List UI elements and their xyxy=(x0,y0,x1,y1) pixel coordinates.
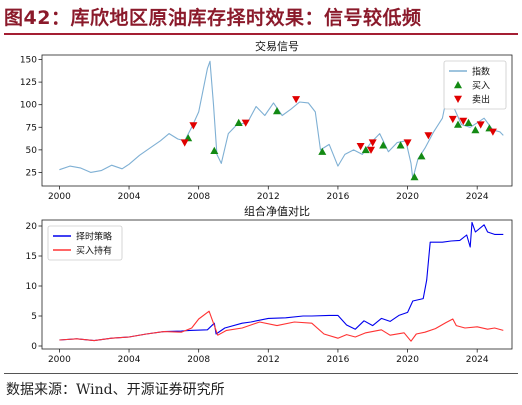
buy-signal-marker xyxy=(361,145,370,154)
nav-x-tick-2020: 2020 xyxy=(396,355,419,365)
sell-signal-marker xyxy=(180,139,189,147)
signal-y-tick-100: 100 xyxy=(20,101,37,111)
signal-x-tick-2008: 2008 xyxy=(187,192,210,202)
sell-signal-marker xyxy=(488,128,497,136)
signal-panel: 交易信号 2000 2004 2008 2012 2016 2020 2024 25 50 75 10… xyxy=(20,39,513,202)
signal-chart-title: 交易信号 xyxy=(255,39,299,53)
nav-panel: 组合净值对比 2000 2004 2008 2012 2016 2020 2024 0 5 10 15… xyxy=(26,204,513,365)
signal-x-tick-2024: 2024 xyxy=(466,192,489,202)
legend-swatch xyxy=(454,95,462,103)
nav-x-tick-2008: 2008 xyxy=(187,355,210,365)
sell-signal-marker xyxy=(367,146,375,154)
buy-signal-marker xyxy=(379,141,388,149)
nav-x-tick-2024: 2024 xyxy=(466,355,489,365)
nav-y-tick-15: 15 xyxy=(26,252,37,262)
legend-label-sell: 卖出 xyxy=(472,94,490,106)
sell-signal-marker xyxy=(476,121,485,129)
buy-signal-marker xyxy=(396,141,405,149)
sell-signal-marker xyxy=(189,122,198,130)
buy-signal-marker xyxy=(273,107,281,115)
legend-label-timing: 择时策略 xyxy=(76,231,112,243)
nav-x-tick-2000: 2000 xyxy=(48,355,71,365)
nav-plot-area xyxy=(59,221,504,342)
legend-label-hold: 买入持有 xyxy=(76,245,112,257)
title-rule xyxy=(4,33,518,35)
signal-plot-area xyxy=(59,60,504,181)
buy-signal-marker xyxy=(417,152,426,160)
sell-signal-marker xyxy=(368,139,377,147)
signal-y-tick-75: 75 xyxy=(26,123,37,133)
nav-y-tick-5: 5 xyxy=(31,312,37,322)
sell-signal-marker xyxy=(459,117,468,125)
buy-signal-marker xyxy=(410,173,419,181)
buy-signal-marker xyxy=(464,118,473,126)
nav-chart-title: 组合净值对比 xyxy=(244,204,310,218)
signal-x-tick-2016: 2016 xyxy=(326,192,349,202)
legend-box xyxy=(47,225,123,261)
legend-swatch xyxy=(454,81,462,89)
signal-x-tick-2020: 2020 xyxy=(396,192,419,202)
buy-signal-marker xyxy=(471,126,480,134)
signal-y-tick-125: 125 xyxy=(20,78,37,88)
nav-series-line xyxy=(59,221,504,342)
sell-signal-marker xyxy=(403,139,412,147)
signal-x-tick-2012: 2012 xyxy=(257,192,280,202)
signal-y-tick-50: 50 xyxy=(26,146,38,156)
nav-y-tick-0: 0 xyxy=(31,342,37,352)
sell-signal-marker xyxy=(356,143,365,151)
legend-label-index: 指数 xyxy=(472,66,490,78)
signal-plot-frame xyxy=(41,54,513,187)
nav-y-tick-20: 20 xyxy=(26,222,38,232)
signal-y-tick-25: 25 xyxy=(26,168,37,178)
source-rule xyxy=(4,373,518,374)
sell-signal-marker xyxy=(448,115,457,124)
nav-y-tick-10: 10 xyxy=(26,282,38,292)
nav-x-tick-2004: 2004 xyxy=(118,355,141,365)
nav-series-line xyxy=(59,310,504,342)
nav-x-tick-2016: 2016 xyxy=(326,355,349,365)
sell-signal-marker xyxy=(292,96,301,104)
nav-x-tick-2012: 2012 xyxy=(257,355,280,365)
buy-signal-marker xyxy=(210,146,219,154)
sell-signal-marker xyxy=(424,132,433,140)
signal-y-tick-150: 150 xyxy=(20,56,37,66)
buy-signal-marker xyxy=(454,120,462,128)
signal-x-tick-2004: 2004 xyxy=(118,192,141,202)
legend-label-buy: 买入 xyxy=(472,81,490,92)
sell-signal-marker xyxy=(241,119,250,127)
figure-title: 图42：库欣地区原油库存择时效果：信号较低频 xyxy=(4,7,422,29)
nav-plot-frame xyxy=(41,219,513,350)
signal-series-line xyxy=(59,60,504,180)
buy-signal-marker xyxy=(318,147,327,155)
source-note: 数据来源：Wind、开源证券研究所 xyxy=(6,382,225,398)
signal-x-tick-2000: 2000 xyxy=(48,192,71,202)
buy-signal-marker xyxy=(234,118,243,126)
